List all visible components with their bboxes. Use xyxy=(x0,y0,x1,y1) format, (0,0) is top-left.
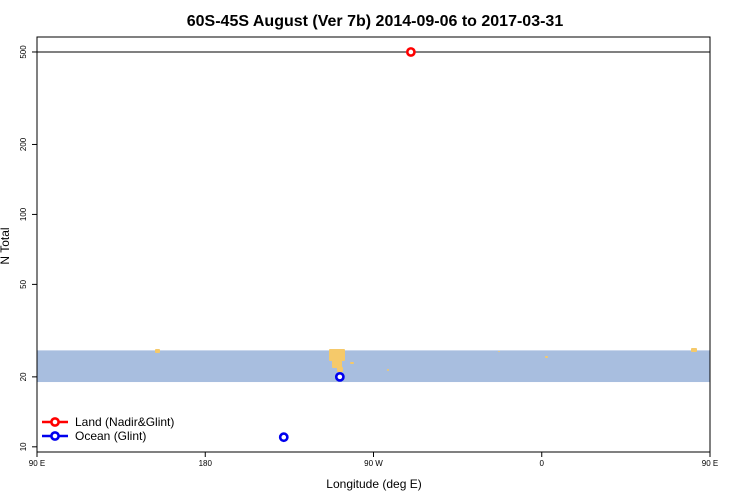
x-tick-label: 90 E xyxy=(702,459,718,468)
land-patch xyxy=(498,351,500,352)
land-patch xyxy=(691,348,697,352)
y-axis: 10 20 50 100 200 500 xyxy=(19,45,37,451)
land-patch xyxy=(337,367,343,372)
legend-label: Land (Nadir&Glint) xyxy=(75,415,174,429)
land-patch xyxy=(332,360,342,368)
legend-marker xyxy=(50,417,60,427)
ocean-point xyxy=(334,371,345,382)
background-band xyxy=(37,350,710,383)
legend-label: Ocean (Glint) xyxy=(75,429,146,443)
land-mask xyxy=(155,348,697,372)
y-axis-label: N Total xyxy=(0,227,12,264)
x-tick-label: 180 xyxy=(199,459,213,468)
chart-title: 60S-45S August (Ver 7b) 2014-09-06 to 20… xyxy=(187,13,564,30)
y-tick-label: 20 xyxy=(19,372,28,381)
land-point xyxy=(405,47,416,57)
land-patch xyxy=(329,349,345,361)
x-tick-label: 90 E xyxy=(29,459,45,468)
plot-frame xyxy=(36,36,711,453)
ocean-band xyxy=(37,350,710,383)
x-tick-label: 0 xyxy=(540,459,545,468)
y-tick-label: 200 xyxy=(19,137,28,151)
y-tick-label: 10 xyxy=(19,442,28,451)
y-tick-label: 500 xyxy=(19,45,28,59)
x-axis: 90 E 180 90 W 0 90 E xyxy=(29,452,718,468)
land-patch xyxy=(350,362,354,364)
y-tick-label: 50 xyxy=(19,279,28,288)
x-axis-label: Longitude (deg E) xyxy=(326,477,421,491)
land-patch xyxy=(545,356,548,358)
data-points xyxy=(278,47,416,443)
land-patch xyxy=(155,349,160,353)
ocean-point xyxy=(278,432,289,443)
x-tick-label: 90 W xyxy=(364,459,383,468)
land-patch xyxy=(387,369,389,371)
y-tick-label: 100 xyxy=(19,207,28,221)
legend: Land (Nadir&Glint)Ocean (Glint) xyxy=(42,415,174,443)
legend-marker xyxy=(50,431,60,441)
